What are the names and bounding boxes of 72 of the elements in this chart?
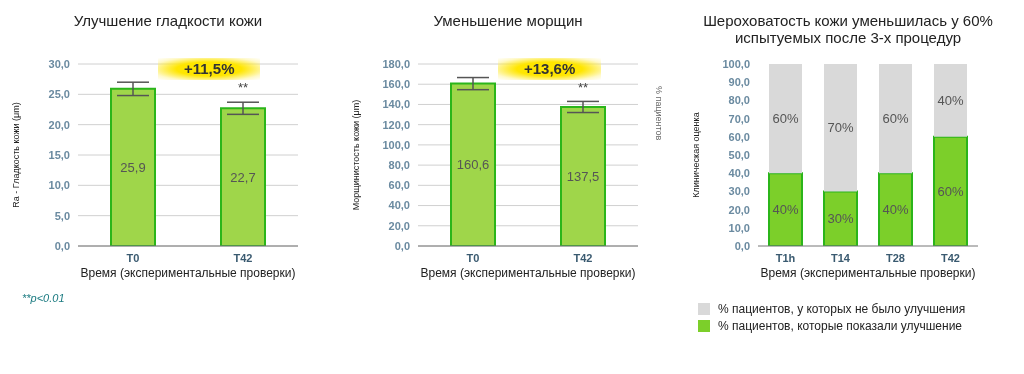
data-label: 160,6: [456, 157, 490, 173]
y-tick-label: 60,0: [388, 179, 410, 192]
data-label: 22,7: [230, 169, 256, 185]
y-tick-label: 20,0: [728, 203, 750, 216]
annotation: +11,5%: [184, 60, 235, 77]
annotation: +13,6%: [524, 60, 576, 77]
y-tick-label: 100,0: [382, 138, 410, 151]
y-tick-label: 40,0: [728, 167, 750, 180]
y-tick-label: 160,0: [382, 78, 410, 91]
data-label: 25,9: [120, 160, 146, 176]
y-tick-label: 30,0: [728, 185, 750, 198]
x-axis-title: Время (экспериментальные проверки): [419, 266, 637, 280]
y-tick-label: 70,0: [728, 112, 750, 125]
y-tick-label: 5,0: [54, 209, 70, 222]
y-tick-label: 180,0: [382, 57, 410, 70]
y-tick-label: 10,0: [48, 179, 70, 192]
data-label: 40%: [882, 202, 909, 218]
annotation: **: [237, 80, 249, 96]
y-tick-label: 15,0: [48, 148, 70, 161]
x-tick-label: T42: [941, 251, 960, 264]
chart-title: Улучшение гладкости кожи: [73, 12, 263, 31]
data-label: 137,5: [566, 169, 600, 185]
data-label: 60%: [937, 184, 964, 200]
text: **p<0.01: [22, 292, 66, 304]
y-tick-label: 80,0: [388, 159, 410, 172]
x-axis-title: Время (экспериментальные проверки): [79, 266, 297, 280]
data-label: 30%: [827, 211, 854, 227]
y-tick-label: 0,0: [54, 239, 70, 252]
y-tick-label: 40,0: [388, 199, 410, 212]
y-axis-title: Клиническая оценка: [691, 112, 702, 198]
y-tick-label: 140,0: [382, 98, 410, 111]
y-tick-label: 50,0: [728, 148, 750, 161]
bar: [768, 172, 803, 246]
x-axis-title: Время (экспериментальные проверки): [759, 266, 977, 280]
x-tick-label: T0: [466, 251, 480, 264]
y-axis-title: Морщинистость кожи (μm): [351, 99, 362, 211]
x-tick-label: T42: [233, 251, 253, 264]
data-label: 40%: [772, 202, 799, 218]
y2-axis-title: % пациентов: [654, 86, 664, 141]
y-tick-label: 100,0: [722, 57, 750, 70]
legend-label: % пациентов, которые показали улучшение: [718, 319, 963, 333]
y-tick-label: 90,0: [728, 76, 750, 89]
y-tick-label: 60,0: [728, 130, 750, 143]
y-tick-label: 0,0: [734, 239, 750, 252]
bar: [879, 64, 912, 174]
x-tick-label: T42: [573, 251, 593, 264]
y-tick-label: 120,0: [382, 118, 410, 131]
y-tick-label: 30,0: [48, 57, 70, 70]
chart-title: Уменьшение морщин: [432, 12, 584, 31]
y-tick-label: 20,0: [388, 219, 410, 232]
bar: [934, 64, 967, 137]
bar: [769, 64, 802, 174]
x-tick-label: T1h: [775, 251, 796, 264]
legend-label: % пациентов, у которых не было улучшения: [718, 302, 966, 316]
chart-title: Шероховатость кожи уменьшилась у 60% испытуемых после 3-х процедур: [702, 12, 994, 48]
x-tick-label: T14: [831, 251, 851, 264]
data-label: 60%: [772, 111, 799, 127]
bar: [824, 64, 857, 192]
y-tick-label: 0,0: [394, 239, 410, 252]
x-tick-label: T28: [886, 251, 905, 264]
y-tick-label: 80,0: [728, 94, 750, 107]
data-label: 40%: [937, 93, 964, 109]
bar: [933, 135, 968, 246]
data-label: 70%: [827, 120, 854, 136]
y-tick-label: 10,0: [728, 221, 750, 234]
x-tick-label: T0: [126, 251, 140, 264]
bar: [878, 172, 913, 246]
y-tick-label: 25,0: [48, 88, 70, 101]
annotation: **: [577, 80, 589, 96]
data-label: 60%: [882, 111, 909, 127]
y-axis-title: Ra - Гладкость кожи (μm): [11, 102, 22, 208]
y-tick-label: 20,0: [48, 118, 70, 131]
